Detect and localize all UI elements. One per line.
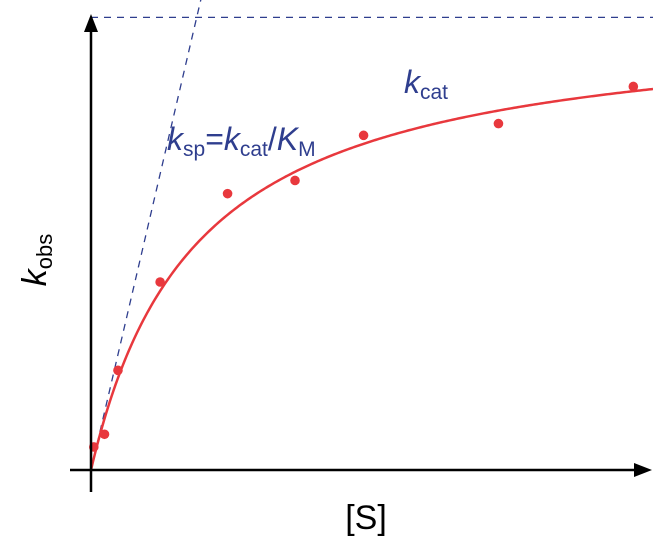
- kcat-label: kcat: [404, 64, 448, 104]
- ksp-kcat-sub: cat: [240, 138, 268, 161]
- michaelis-menten-fit-curve: [91, 87, 653, 470]
- data-point: [358, 130, 369, 141]
- ksp-sub: sp: [183, 138, 205, 161]
- data-point: [113, 365, 123, 376]
- data-points: [89, 81, 639, 452]
- y-axis-label-main: k: [16, 267, 54, 286]
- svg-text:kobs: kobs: [16, 234, 57, 286]
- data-point: [290, 175, 300, 186]
- y-axis-label-sub: obs: [32, 234, 57, 269]
- data-point: [222, 188, 233, 199]
- data-point: [493, 118, 504, 129]
- ksp-km-k: K: [277, 121, 300, 157]
- y-axis-label: kobs: [16, 234, 57, 286]
- kcat-label-sub: cat: [420, 81, 448, 104]
- ksp-equals: =: [205, 121, 224, 157]
- x-axis-label: [S]: [345, 499, 387, 537]
- x-axis-arrowhead: [634, 463, 652, 477]
- y-axis-arrowhead: [84, 14, 98, 32]
- ksp-equation-label: ksp=kcat/KM: [167, 121, 316, 161]
- ksp-km-sub: M: [298, 138, 316, 161]
- ksp-k: k: [167, 121, 185, 157]
- ksp-kcat-k: k: [224, 121, 242, 157]
- data-point: [155, 277, 165, 287]
- ksp-slash: /: [268, 121, 277, 157]
- ksp-tangent-dashed-line: [90, 0, 202, 471]
- kcat-label-main: k: [404, 64, 422, 100]
- data-point: [99, 429, 110, 440]
- data-point: [628, 81, 639, 92]
